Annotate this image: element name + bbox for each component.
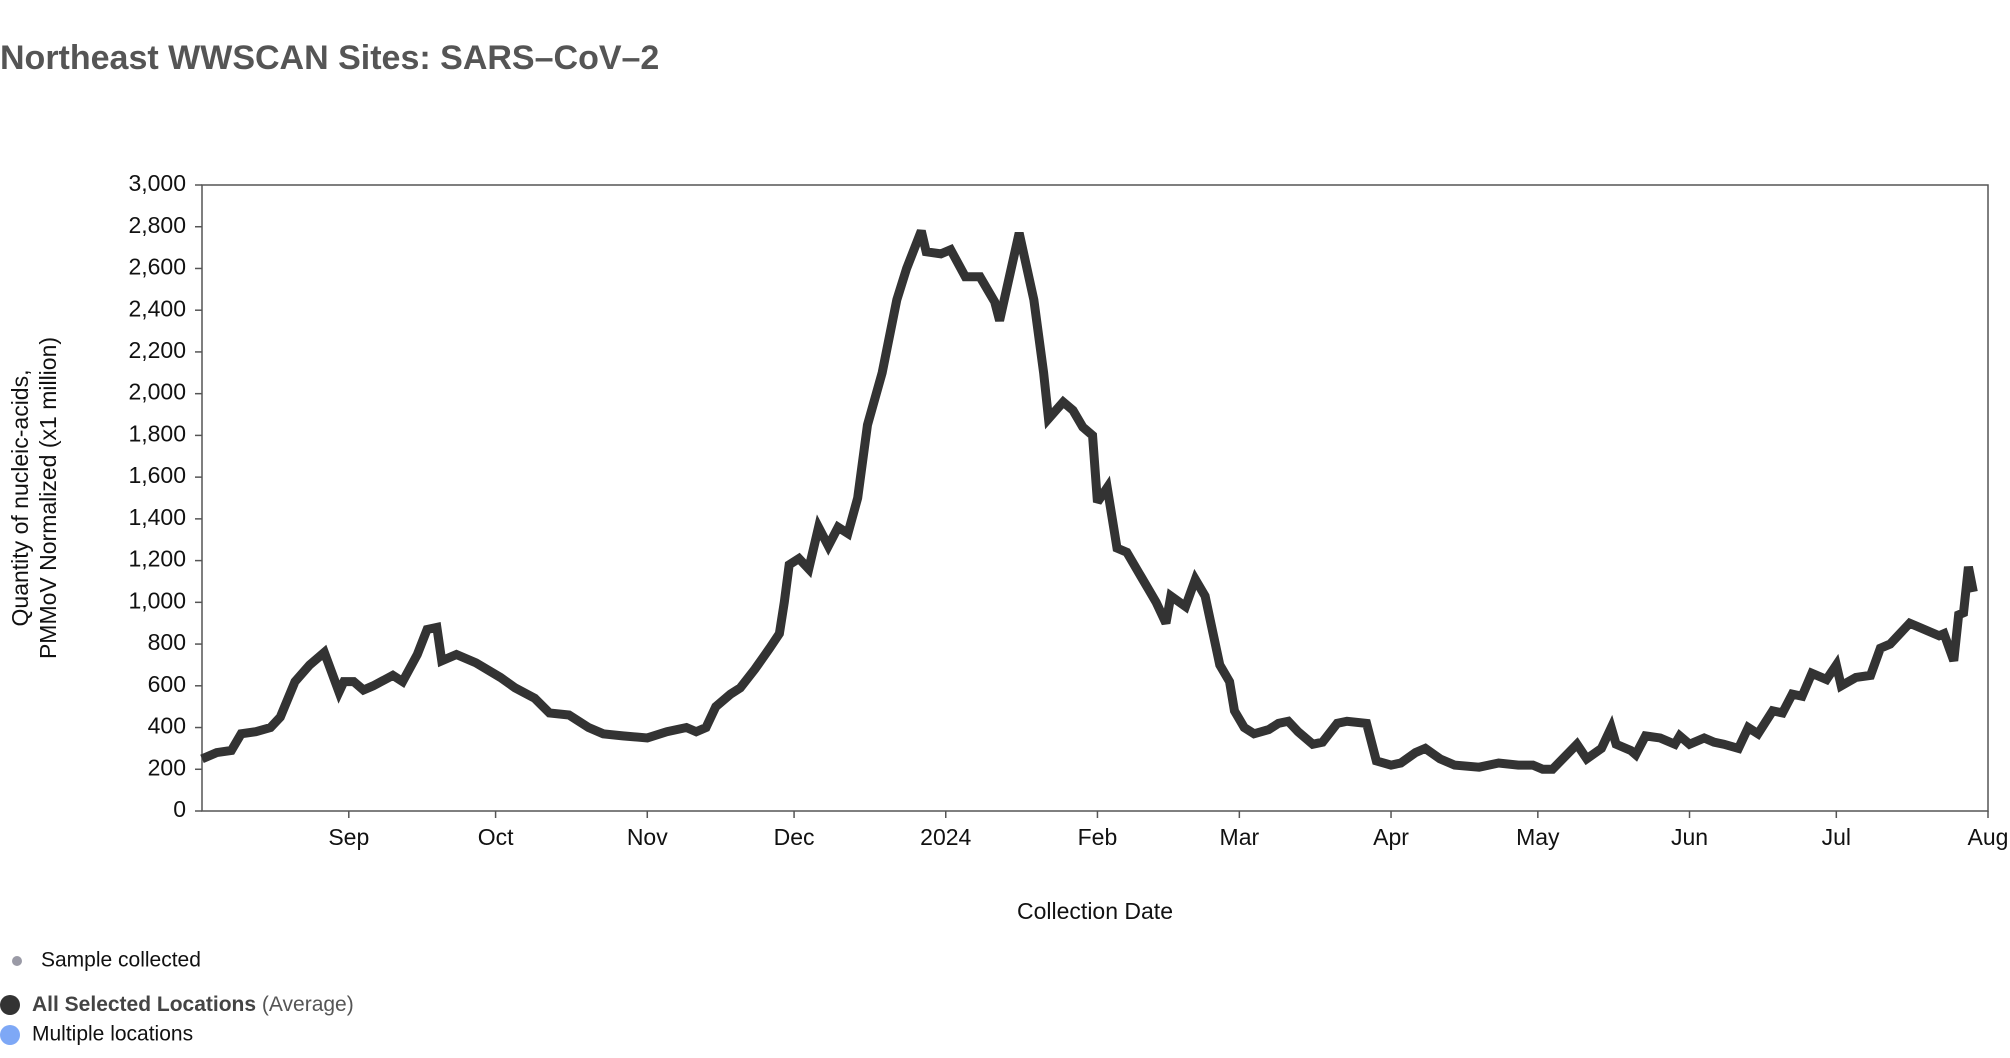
- y-tick-label: 2,600: [128, 254, 186, 280]
- x-tick-label: Jun: [1671, 824, 1708, 850]
- y-tick-label: 0: [173, 796, 186, 822]
- x-tick-label: Sep: [328, 824, 369, 850]
- legend-marker: [0, 1025, 20, 1045]
- x-tick-label: Oct: [478, 824, 514, 850]
- y-tick-label: 1,000: [128, 587, 186, 613]
- x-tick-label: May: [1516, 824, 1560, 850]
- legend-label: Sample collected: [41, 949, 201, 972]
- x-tick-label: Apr: [1373, 824, 1409, 850]
- x-tick-label: Mar: [1220, 824, 1260, 850]
- y-tick-label: 1,200: [128, 546, 186, 572]
- y-tick-label: 1,800: [128, 420, 186, 446]
- x-tick-label: Aug: [1968, 824, 2009, 850]
- x-tick-label: Jul: [1822, 824, 1851, 850]
- x-tick-label: Feb: [1078, 824, 1118, 850]
- x-tick-label: 2024: [920, 824, 971, 850]
- legend-marker: [0, 995, 20, 1015]
- legend-label: Multiple locations: [32, 1023, 193, 1046]
- y-tick-label: 2,200: [128, 337, 186, 363]
- y-tick-label: 1,400: [128, 504, 186, 530]
- y-axis-title: PMMoV Normalized (x1 million): [35, 337, 61, 659]
- legend-marker: [12, 956, 22, 966]
- y-tick-label: 1,600: [128, 462, 186, 488]
- y-tick-label: 800: [148, 629, 186, 655]
- series-line: [200, 229, 1978, 774]
- x-tick-label: Nov: [627, 824, 668, 850]
- y-tick-label: 400: [148, 713, 186, 739]
- x-tick-label: Dec: [774, 824, 815, 850]
- y-tick-label: 2,400: [128, 295, 186, 321]
- y-tick-label: 200: [148, 754, 186, 780]
- x-axis-title: Collection Date: [1017, 898, 1173, 924]
- legend-label: All Selected Locations (Average): [32, 993, 354, 1016]
- legend-suffix: (Average): [262, 993, 354, 1016]
- y-tick-label: 2,800: [128, 212, 186, 238]
- y-tick-label: 600: [148, 671, 186, 697]
- y-tick-label: 3,000: [128, 170, 186, 196]
- chart-title: Northeast WWSCAN Sites: SARS–CoV–2: [0, 39, 659, 77]
- legend-series-name: All Selected Locations: [32, 993, 256, 1016]
- y-tick-label: 2,000: [128, 379, 186, 405]
- y-axis-title: Quantity of nucleic-acids,: [7, 370, 33, 627]
- plot-frame: [201, 184, 1989, 812]
